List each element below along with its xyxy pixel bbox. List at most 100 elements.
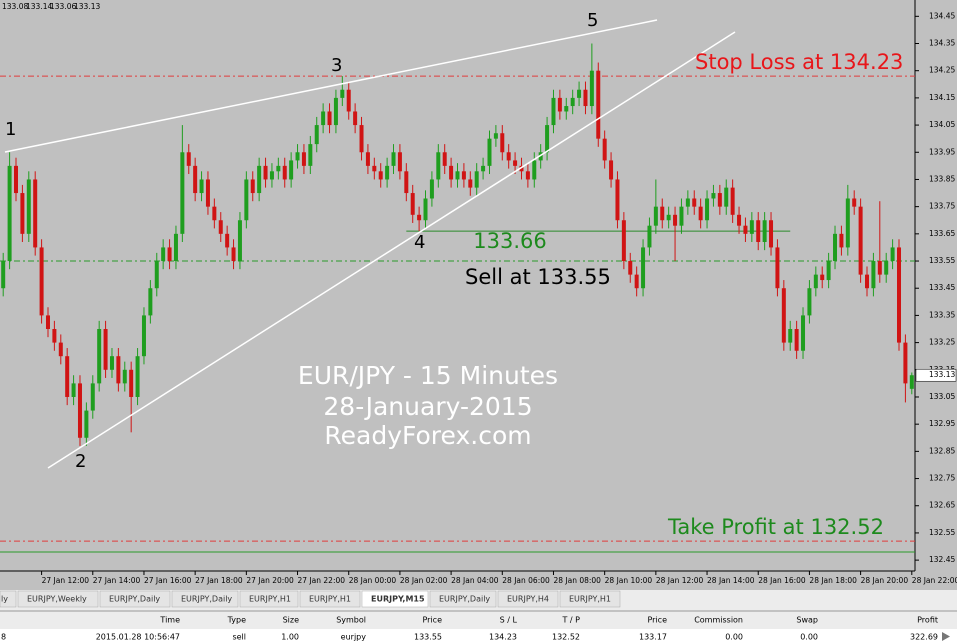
order-cell: 2015.01.28 10:56:47 (96, 633, 180, 642)
tab[interactable] (171, 590, 239, 608)
chart-background (0, 0, 957, 590)
candle-body (506, 152, 511, 161)
candle-body (237, 220, 242, 262)
candle-body (538, 152, 543, 161)
order-cell: 133.17 (639, 633, 667, 642)
candle-body (148, 288, 153, 316)
order-cell: 0.00 (800, 633, 818, 642)
column-header[interactable]: Symbol (336, 616, 366, 625)
candle-body (737, 214, 742, 226)
candle-body (801, 315, 806, 351)
candle-body (551, 97, 556, 126)
candle-body (769, 220, 774, 248)
column-header[interactable]: Commission (694, 616, 743, 625)
candle-body (519, 165, 524, 172)
tab[interactable] (17, 590, 99, 608)
candle-body (429, 179, 434, 199)
candle-body (660, 206, 665, 221)
candle-body (109, 356, 114, 370)
order-cell: 322.69 (910, 633, 938, 642)
tab-label[interactable]: EURJPY,Daily (109, 595, 160, 604)
point-label: 1 (5, 119, 16, 140)
candle-body (52, 329, 57, 343)
x-tick-label: 28 Jan 14:00 (707, 576, 755, 585)
candle-body (705, 198, 710, 221)
candle-body (621, 220, 626, 262)
candle-body (826, 261, 831, 281)
candle-body (756, 220, 761, 242)
y-tick-label: 132.45 (929, 555, 955, 564)
scroll-arrow[interactable] (942, 632, 950, 641)
candle-body (353, 111, 358, 126)
candle-body (410, 193, 415, 215)
candle-body (468, 179, 473, 188)
tab[interactable] (99, 590, 171, 608)
candle-body (244, 179, 249, 221)
column-header[interactable]: Price (422, 616, 442, 625)
watermark-line: 28-January-2015 (323, 392, 532, 421)
candle-body (666, 214, 671, 221)
candle-body (97, 329, 102, 384)
column-header[interactable]: Price (647, 616, 667, 625)
tab-label[interactable]: EURJPY,H1 (309, 595, 351, 604)
tab[interactable] (559, 590, 621, 608)
tab[interactable] (239, 590, 299, 608)
candle-body (474, 171, 479, 188)
column-header[interactable]: T / P (562, 616, 581, 625)
candle-body (634, 274, 639, 289)
tab-label[interactable]: EURJPY,Daily (439, 595, 490, 604)
tab[interactable] (497, 590, 559, 608)
tab-label[interactable]: EURJPY,H1 (569, 595, 611, 604)
candle-body (500, 133, 505, 153)
candle-body (321, 111, 326, 126)
column-header[interactable]: Profit (917, 616, 938, 625)
candle-body (71, 383, 76, 397)
tab-label[interactable]: EURJPY,Daily (181, 595, 232, 604)
y-tick-label: 133.65 (929, 229, 955, 238)
candle-body (890, 247, 895, 262)
candle-body (653, 206, 658, 226)
candle-body (116, 356, 121, 384)
candle-body (647, 225, 652, 248)
candle-body (199, 179, 204, 194)
y-tick-label: 133.05 (929, 392, 955, 401)
candle-body (225, 233, 230, 248)
column-header[interactable]: Time (159, 616, 180, 625)
tab-label[interactable]: EURJPY,M15 (371, 595, 425, 604)
candle-body (775, 247, 780, 289)
candle-body (372, 165, 377, 172)
candle-body (404, 171, 409, 194)
ohlc-low: 133.06 (50, 2, 76, 11)
x-tick-label: 27 Jan 14:00 (93, 576, 141, 585)
point-label: 5 (587, 10, 598, 31)
y-tick-label: 133.45 (929, 283, 955, 292)
tab-label[interactable]: EURJPY,Weekly (27, 595, 87, 604)
candle-body (122, 369, 127, 384)
tab-label[interactable]: ly (1, 595, 8, 604)
x-tick-label: 27 Jan 12:00 (42, 576, 90, 585)
candle-body (250, 179, 255, 194)
tab[interactable] (0, 590, 17, 608)
candle-body (385, 165, 390, 180)
x-tick-label: 28 Jan 18:00 (809, 576, 857, 585)
candle-body (513, 160, 518, 166)
column-header[interactable]: Swap (796, 616, 818, 625)
candle-body (103, 329, 108, 370)
candle-body (481, 165, 486, 172)
y-tick-label: 132.55 (929, 528, 955, 537)
column-header[interactable]: Size (283, 616, 300, 625)
column-header[interactable]: Type (227, 616, 246, 625)
order-row-bg (0, 629, 957, 644)
candle-body (564, 106, 569, 112)
tab[interactable] (299, 590, 361, 608)
tab-label[interactable]: EURJPY,H4 (507, 595, 549, 604)
tab[interactable] (429, 590, 497, 608)
tab-label[interactable]: EURJPY,H1 (249, 595, 291, 604)
candle-body (141, 315, 146, 357)
column-header[interactable]: S / L (500, 616, 518, 625)
tab[interactable] (361, 590, 429, 608)
point-label: 2 (75, 451, 86, 472)
candle-body (84, 410, 89, 438)
candle-body (743, 225, 748, 234)
x-tick-label: 28 Jan 02:00 (400, 576, 448, 585)
